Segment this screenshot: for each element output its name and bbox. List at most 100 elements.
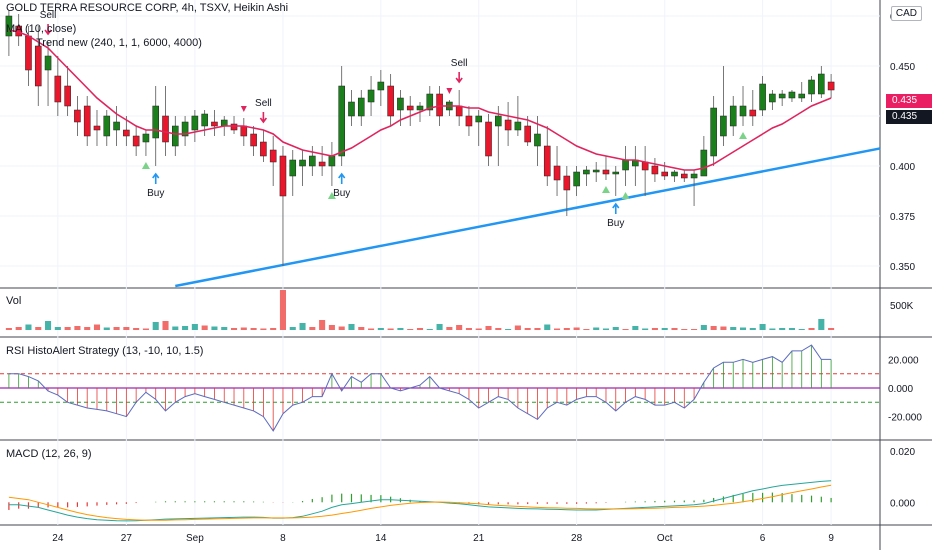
volume-bar — [436, 324, 443, 330]
candle — [260, 130, 267, 162]
candle — [798, 82, 806, 102]
volume-bar — [299, 323, 306, 330]
volume-bar — [74, 326, 81, 330]
candle — [808, 76, 815, 102]
candle — [641, 146, 649, 196]
candle — [289, 150, 297, 196]
candle-body — [260, 141, 267, 157]
candle-body — [495, 115, 502, 127]
time-tick-label: 24 — [52, 533, 64, 544]
candle-body — [651, 165, 659, 175]
candle — [152, 86, 160, 166]
volume-bar — [35, 327, 42, 330]
time-tick-label: Sep — [186, 533, 204, 544]
candle — [563, 166, 571, 216]
candle-body — [328, 155, 336, 167]
rsi-tick-label: -20.000 — [888, 413, 922, 424]
candle-body — [289, 159, 297, 177]
candle — [181, 116, 189, 146]
volume-bar — [172, 326, 179, 330]
candle-body — [74, 109, 81, 123]
candle-body — [397, 97, 404, 111]
volume-bar — [221, 327, 228, 330]
candle-body — [348, 101, 355, 117]
volume-bar — [319, 320, 326, 330]
candle-body — [211, 121, 218, 127]
candle-body — [191, 115, 199, 131]
grid-lines — [0, 0, 880, 525]
candle-body — [426, 93, 434, 111]
volume-bar — [691, 329, 698, 330]
candle — [514, 96, 522, 136]
volume-bar — [818, 319, 825, 330]
candle-body — [808, 79, 815, 95]
sell-label: Sell — [255, 98, 272, 109]
volume-bar — [25, 324, 32, 330]
volume-bar — [681, 329, 688, 330]
rsi-line — [8, 344, 832, 432]
candle-body — [250, 133, 257, 147]
buy-label: Buy — [607, 218, 624, 229]
volume-bar — [93, 324, 101, 330]
candle — [622, 146, 629, 186]
volume-bar — [739, 327, 747, 330]
candle — [739, 86, 747, 126]
rsi-pane-title: RSI HistoAlert Strategy (13, -10, 10, 1.… — [6, 345, 203, 357]
buy-arrow — [612, 202, 620, 214]
candle-body — [162, 115, 169, 143]
candle — [690, 170, 698, 206]
candle-body — [504, 119, 512, 131]
macd-signal-line — [8, 484, 832, 521]
candle-body — [83, 105, 91, 137]
sell-label: Sell — [451, 58, 468, 69]
time-tick-label: Oct — [657, 533, 673, 544]
volume-bar — [593, 327, 600, 330]
rsi-pane — [0, 344, 880, 432]
candle-body — [5, 15, 13, 37]
candle — [211, 110, 218, 136]
volume-bar — [377, 328, 384, 330]
candle — [142, 130, 150, 156]
price-tick-label: 0.400 — [890, 162, 915, 173]
candle — [583, 166, 590, 186]
volume-bar — [808, 328, 815, 330]
volume-bar — [779, 328, 786, 330]
candle-body — [113, 121, 120, 131]
volume-bar — [710, 326, 717, 330]
candle-body — [387, 85, 394, 117]
volume-bar — [534, 328, 541, 330]
time-tick-label: 14 — [375, 533, 387, 544]
candle — [191, 110, 199, 142]
volume-bar — [113, 327, 120, 330]
candle-body — [367, 89, 375, 103]
candle — [495, 106, 502, 166]
volume-bar — [45, 321, 52, 330]
candle-body — [798, 93, 806, 99]
volume-bar — [456, 325, 463, 330]
volume-bar — [769, 328, 776, 330]
candle — [250, 126, 257, 156]
candle — [700, 136, 708, 177]
candle — [406, 96, 414, 126]
candle-body — [769, 93, 776, 103]
candle-body — [377, 81, 385, 91]
volume-bar — [260, 328, 267, 330]
candle — [34, 26, 42, 106]
volume-bar — [358, 327, 365, 330]
currency-button[interactable]: CAD — [890, 6, 922, 21]
candle — [279, 146, 287, 266]
volume-bar — [397, 328, 404, 330]
candle-body — [818, 73, 825, 95]
candle-body — [64, 85, 71, 107]
candle-body — [739, 105, 747, 117]
volume-bar — [250, 328, 257, 330]
buy-label: Buy — [147, 188, 164, 199]
candle — [318, 146, 326, 176]
volume-bar — [446, 327, 453, 330]
volume-bar — [279, 290, 286, 330]
candle — [201, 110, 208, 136]
candle-body — [778, 93, 786, 99]
candle-body — [357, 97, 365, 117]
candle — [661, 162, 668, 180]
volume-bar — [622, 329, 629, 330]
